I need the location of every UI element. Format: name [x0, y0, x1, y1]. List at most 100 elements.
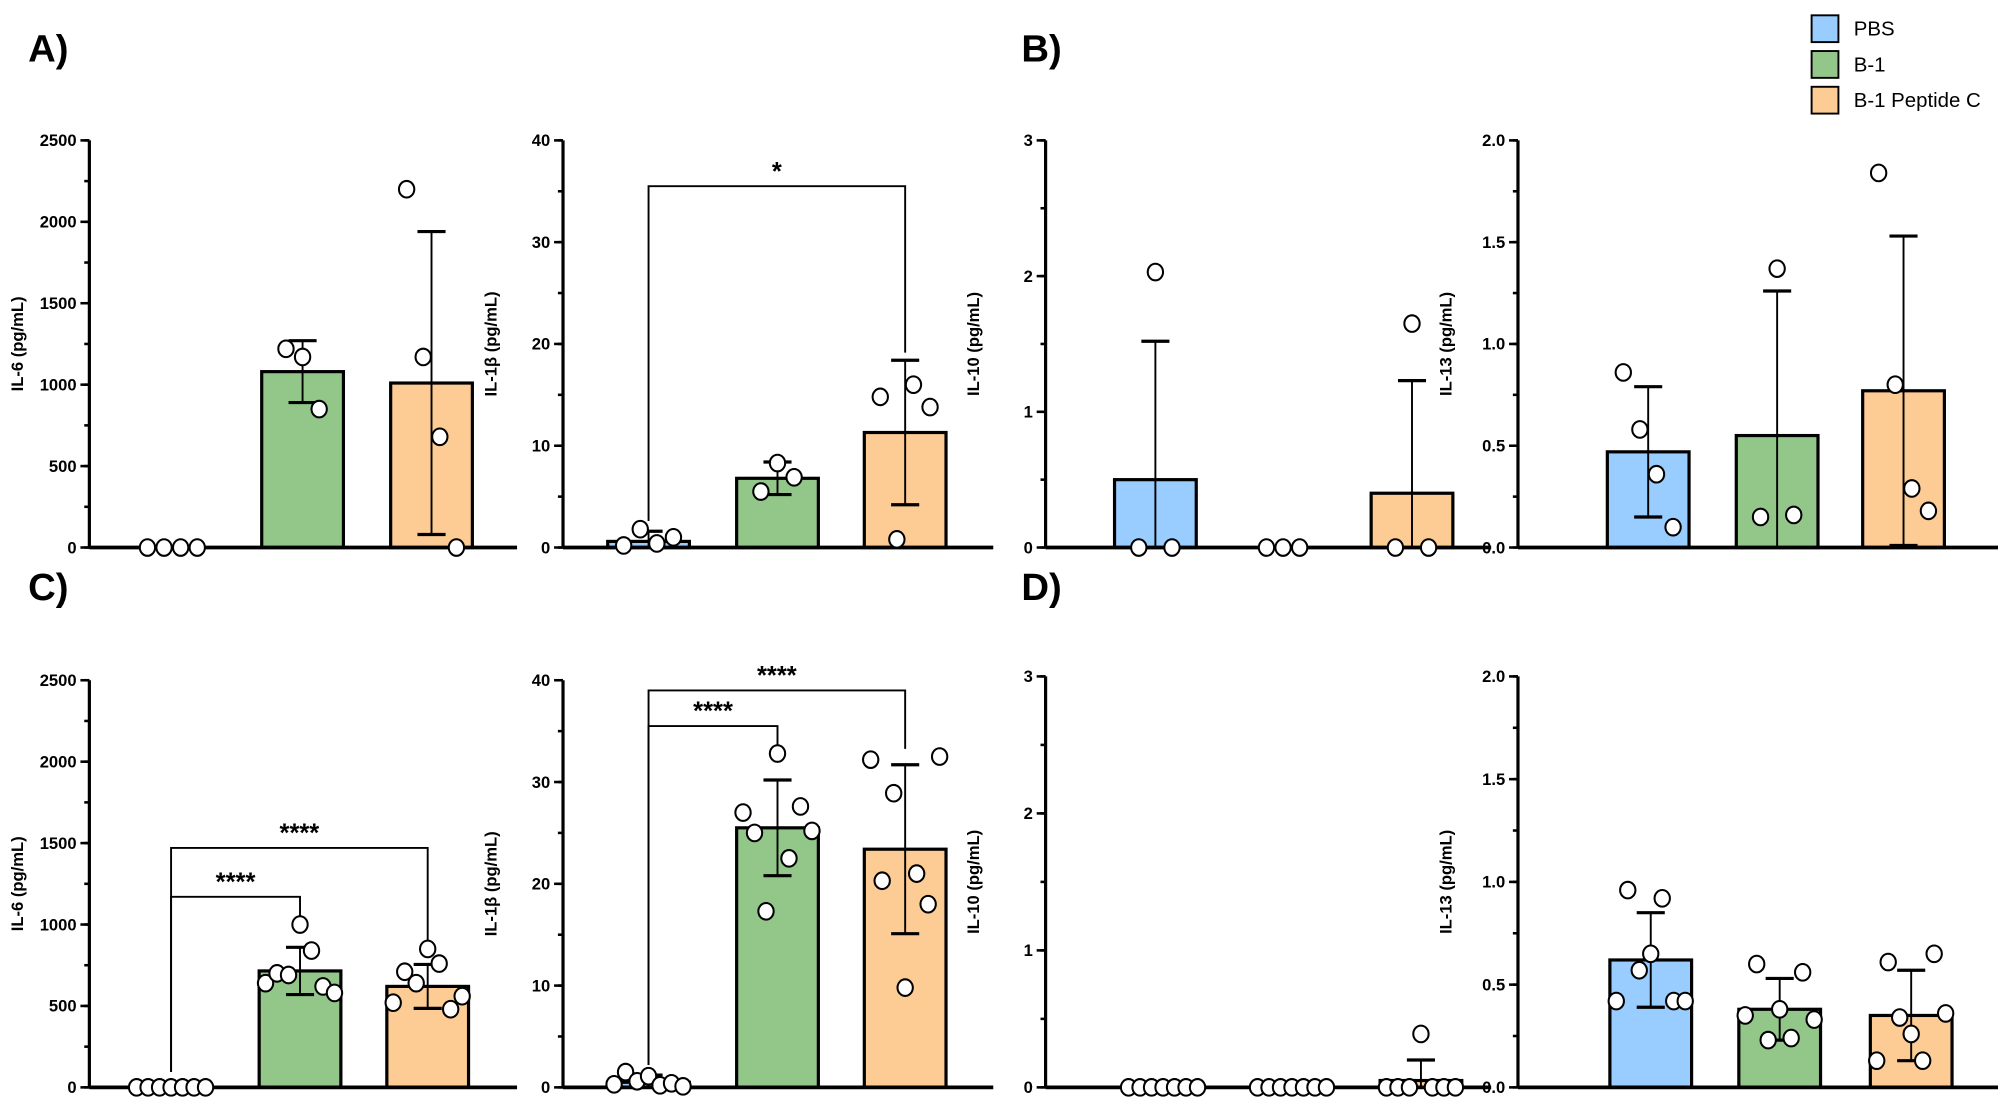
y-tick-label: 0 [541, 538, 550, 557]
data-point [196, 1078, 215, 1097]
data-point [888, 530, 906, 549]
data-point [1902, 1024, 1920, 1044]
data-point [1759, 1030, 1777, 1050]
data-point [1257, 538, 1276, 557]
data-point [785, 467, 803, 487]
data-point [1664, 517, 1682, 537]
y-tick-label: 1.5 [1482, 233, 1505, 252]
y-tick-label: 40 [532, 131, 550, 150]
data-point [639, 1066, 658, 1086]
y-tick-label: 500 [49, 457, 77, 476]
data-point [1869, 163, 1888, 183]
legend-swatch [1810, 50, 1840, 79]
data-point [302, 941, 321, 960]
chart-panel: 0 1 2 3 IL-10 (pg/mL) [964, 667, 1492, 1097]
data-point [791, 797, 810, 816]
data-point [1386, 538, 1405, 557]
chart-panel: 0 10 20 30 40 IL-1β (pg/mL) * [482, 131, 994, 557]
chart-panel: 0.0 0.5 1.0 1.5 2.0 IL-13 (pg/mL) [1437, 131, 1998, 557]
y-tick-label: 0.0 [1482, 538, 1505, 557]
data-point [414, 347, 432, 367]
y-tick-label: 1000 [40, 375, 77, 394]
chart-panel: 0 10 20 30 40 IL-1β (pg/mL) **** **** [482, 662, 994, 1097]
y-tick-label: 20 [532, 335, 550, 354]
data-point [453, 986, 471, 1006]
data-point [1936, 1004, 1955, 1023]
chart-panel: 0 500 1000 1500 2000 2500 IL-6 (pg/mL) **** **** [8, 671, 518, 1097]
y-axis-label: IL-13 (pg/mL) [1437, 292, 1456, 396]
y-tick-label: 0.0 [1482, 1078, 1505, 1097]
data-point [1419, 538, 1438, 557]
data-point [1805, 1010, 1823, 1029]
data-point [896, 978, 914, 997]
significance-label: * [772, 158, 782, 186]
y-tick-label: 30 [532, 233, 550, 252]
data-point [1274, 538, 1292, 557]
data-point [614, 536, 633, 555]
significance-bracket [170, 847, 429, 1073]
data-point [907, 864, 926, 883]
data-point [768, 744, 787, 763]
data-point [803, 821, 821, 841]
y-tick-label: 1 [1024, 941, 1033, 960]
data-point [1768, 259, 1786, 278]
data-point [430, 954, 448, 973]
chart-panel: 0.0 0.5 1.0 1.5 2.0 IL-13 (pg/mL) [1437, 667, 1998, 1097]
data-point [441, 999, 460, 1019]
y-tick-label: 2000 [40, 213, 77, 232]
y-tick-label: 3 [1024, 131, 1033, 150]
y-tick-label: 20 [532, 875, 550, 894]
data-point [447, 538, 466, 557]
data-point [757, 901, 775, 921]
y-tick-label: 0 [541, 1078, 550, 1097]
y-axis-label: IL-6 (pg/mL) [8, 297, 27, 392]
data-point [396, 962, 414, 982]
data-point [884, 783, 903, 803]
y-tick-label: 2.0 [1482, 131, 1505, 150]
data-point [1925, 944, 1943, 964]
data-point [1793, 962, 1812, 982]
data-point [279, 965, 298, 985]
data-point [155, 538, 173, 557]
data-point [138, 538, 157, 557]
data-point [293, 347, 312, 367]
y-tick-label: 40 [532, 671, 550, 690]
y-tick-label: 2 [1024, 267, 1033, 286]
y-tick-label: 30 [532, 773, 550, 792]
data-point [1891, 1008, 1909, 1027]
data-point [921, 397, 939, 417]
data-point [1782, 1028, 1800, 1048]
data-point [664, 528, 683, 547]
chart-panel: 0 500 1000 1500 2000 2500 IL-6 (pg/mL) [8, 131, 518, 557]
data-point [1653, 889, 1671, 908]
y-tick-label: 1500 [40, 294, 77, 313]
significance-label: **** [757, 662, 797, 690]
data-point [277, 339, 295, 359]
data-point [291, 915, 309, 934]
chart-panel: 0 1 2 3 IL-10 (pg/mL) [964, 131, 1492, 557]
y-tick-label: 0.5 [1482, 436, 1505, 455]
data-point [919, 894, 937, 914]
data-point [325, 983, 344, 1003]
data-point [1903, 479, 1921, 498]
y-tick-label: 1 [1024, 403, 1033, 422]
data-point [930, 747, 949, 766]
data-point [1400, 1078, 1419, 1097]
y-tick-label: 10 [532, 976, 550, 995]
y-axis-label: IL-1β (pg/mL) [482, 291, 501, 396]
data-point [188, 538, 206, 557]
data-point [734, 803, 752, 822]
data-point [862, 750, 880, 769]
y-tick-label: 0 [1024, 1078, 1033, 1097]
y-axis-label: IL-10 (pg/mL) [964, 292, 983, 396]
y-tick-label: 0.5 [1482, 975, 1505, 994]
data-point [1163, 538, 1181, 557]
data-point [407, 973, 425, 993]
legend-label: PBS [1854, 19, 1895, 41]
data-point [310, 399, 328, 419]
data-point [871, 387, 889, 407]
panel-letter: D) [1021, 566, 1061, 609]
data-point [752, 482, 770, 501]
data-point [631, 519, 649, 539]
legend-label: B-1 [1854, 54, 1886, 76]
